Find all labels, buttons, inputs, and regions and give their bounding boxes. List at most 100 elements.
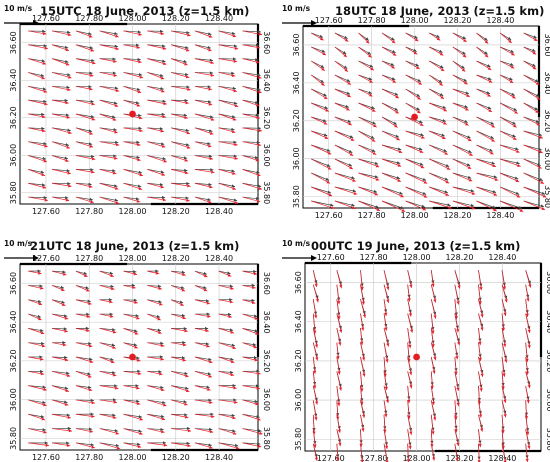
wind-vector-analysis	[429, 116, 447, 125]
wind-vector-analysis	[218, 285, 234, 290]
wind-vector-observed	[218, 312, 232, 316]
site-marker	[413, 353, 420, 361]
wind-vector-analysis	[52, 99, 69, 105]
wind-vector-observed	[99, 127, 117, 132]
wind-vector-observed	[147, 341, 164, 345]
wind-vector-analysis	[99, 428, 120, 435]
y-tick-label-right: 36.20	[262, 106, 271, 129]
wind-vector-observed	[123, 442, 141, 446]
y-tick-label-right: 35.80	[262, 427, 271, 450]
y-tick-label-right: 36.40	[262, 69, 271, 92]
wind-vector-observed	[123, 399, 140, 403]
wind-vector-observed	[99, 169, 116, 173]
wind-vector-analysis	[52, 370, 71, 377]
wind-vector-analysis	[430, 284, 437, 303]
wind-vector-observed	[476, 60, 491, 68]
wind-vector-analysis	[430, 313, 435, 334]
wind-vector-analysis	[501, 313, 506, 331]
wind-vector-analysis	[454, 284, 460, 305]
wind-vector-analysis	[123, 196, 141, 203]
wind-vector-analysis	[147, 196, 167, 202]
wind-vector-analysis	[478, 414, 484, 432]
wind-vector-observed	[99, 342, 116, 347]
wind-vector-analysis	[75, 356, 94, 363]
wind-vector-analysis	[499, 60, 515, 69]
wind-vector-observed	[218, 182, 236, 188]
wind-vector-observed	[499, 144, 519, 151]
y-tick-label-left: 36.20	[9, 106, 18, 129]
wind-vector-analysis	[242, 182, 263, 190]
wind-vector-analysis	[336, 371, 342, 391]
x-tick-label-top: 128.00	[119, 254, 147, 263]
wind-vector-observed	[75, 58, 95, 63]
wind-vector-analysis	[75, 299, 92, 305]
wind-vector-analysis	[75, 442, 95, 449]
wind-vector-analysis	[218, 169, 236, 175]
wind-vector-observed	[523, 32, 537, 39]
wind-vector-observed	[147, 441, 167, 445]
wind-vector-analysis	[99, 385, 119, 390]
panel-title-4: 00UTC 19 June, 2013 (z=1.5 km)	[311, 239, 521, 253]
wind-vector-analysis	[242, 155, 260, 162]
wind-vector-observed	[194, 312, 210, 316]
wind-vector-observed	[242, 182, 262, 188]
wind-vector-observed	[99, 328, 116, 332]
wind-vector-analysis	[454, 327, 461, 346]
wind-vector-analysis	[99, 356, 115, 364]
wind-vector-observed	[171, 341, 186, 345]
vector-plot-2: 127.60 127.60 127.80 127.80 128.00 128.00 128.…	[292, 16, 550, 220]
wind-vector-analysis	[75, 141, 94, 148]
wind-vector-observed	[334, 74, 351, 82]
wind-vector-observed	[52, 85, 70, 89]
wind-vector-observed	[52, 399, 68, 404]
wind-vector-analysis	[454, 342, 459, 360]
wind-vector-analysis	[452, 158, 472, 170]
wind-vector-analysis	[499, 88, 516, 99]
wind-vector-analysis	[147, 399, 167, 407]
wind-vector-observed	[52, 441, 70, 445]
wind-vector-observed	[452, 186, 475, 193]
wind-vector-analysis	[242, 342, 258, 349]
wind-vector-analysis	[147, 285, 162, 290]
wind-vector-observed	[429, 88, 444, 97]
wind-vector-analysis	[52, 113, 71, 119]
wind-vector-analysis	[28, 155, 48, 163]
wind-vector-analysis	[242, 328, 259, 335]
scale-arrow-4	[282, 255, 317, 261]
wind-vector-analysis	[452, 144, 473, 157]
wind-vector-analysis	[170, 285, 186, 292]
wind-vector-analysis	[147, 313, 161, 321]
wind-vector-observed	[242, 369, 260, 373]
wind-vector-analysis	[28, 30, 47, 36]
wind-vector-observed	[171, 426, 191, 431]
wind-vector-analysis	[312, 371, 317, 389]
wind-vector-analysis	[501, 356, 506, 377]
wind-vector-analysis	[407, 270, 413, 289]
wind-vector-observed	[218, 154, 237, 158]
wind-vector-observed	[523, 46, 536, 52]
wind-vector-analysis	[501, 270, 507, 290]
x-tick-label-bottom: 128.00	[403, 454, 431, 462]
wind-vector-observed	[75, 30, 92, 36]
x-tick-label-bottom: 128.00	[401, 211, 429, 220]
wind-vector-analysis	[407, 328, 412, 349]
wind-vector-analysis	[452, 130, 472, 142]
wind-vector-analysis	[430, 443, 436, 461]
wind-vector-analysis	[452, 116, 469, 126]
wind-vector-analysis	[75, 370, 92, 378]
x-tick-label-bottom: 127.60	[32, 207, 60, 216]
wind-vector-analysis	[194, 370, 213, 378]
y-tick-label-right: 36.60	[545, 271, 550, 294]
wind-vector-analysis	[407, 429, 412, 450]
wind-vector-analysis	[75, 428, 94, 433]
wind-vector-analysis	[123, 285, 136, 289]
wind-vector-analysis	[429, 74, 444, 86]
wind-vector-observed	[147, 328, 162, 332]
wind-vector-analysis	[99, 299, 113, 304]
wind-vector-analysis	[194, 169, 215, 174]
wind-vector-observed	[242, 126, 262, 130]
wind-vector-analysis	[405, 32, 419, 42]
wind-vector-analysis	[242, 99, 260, 107]
wind-vector-analysis	[171, 370, 189, 378]
wind-vector-analysis	[218, 442, 240, 450]
